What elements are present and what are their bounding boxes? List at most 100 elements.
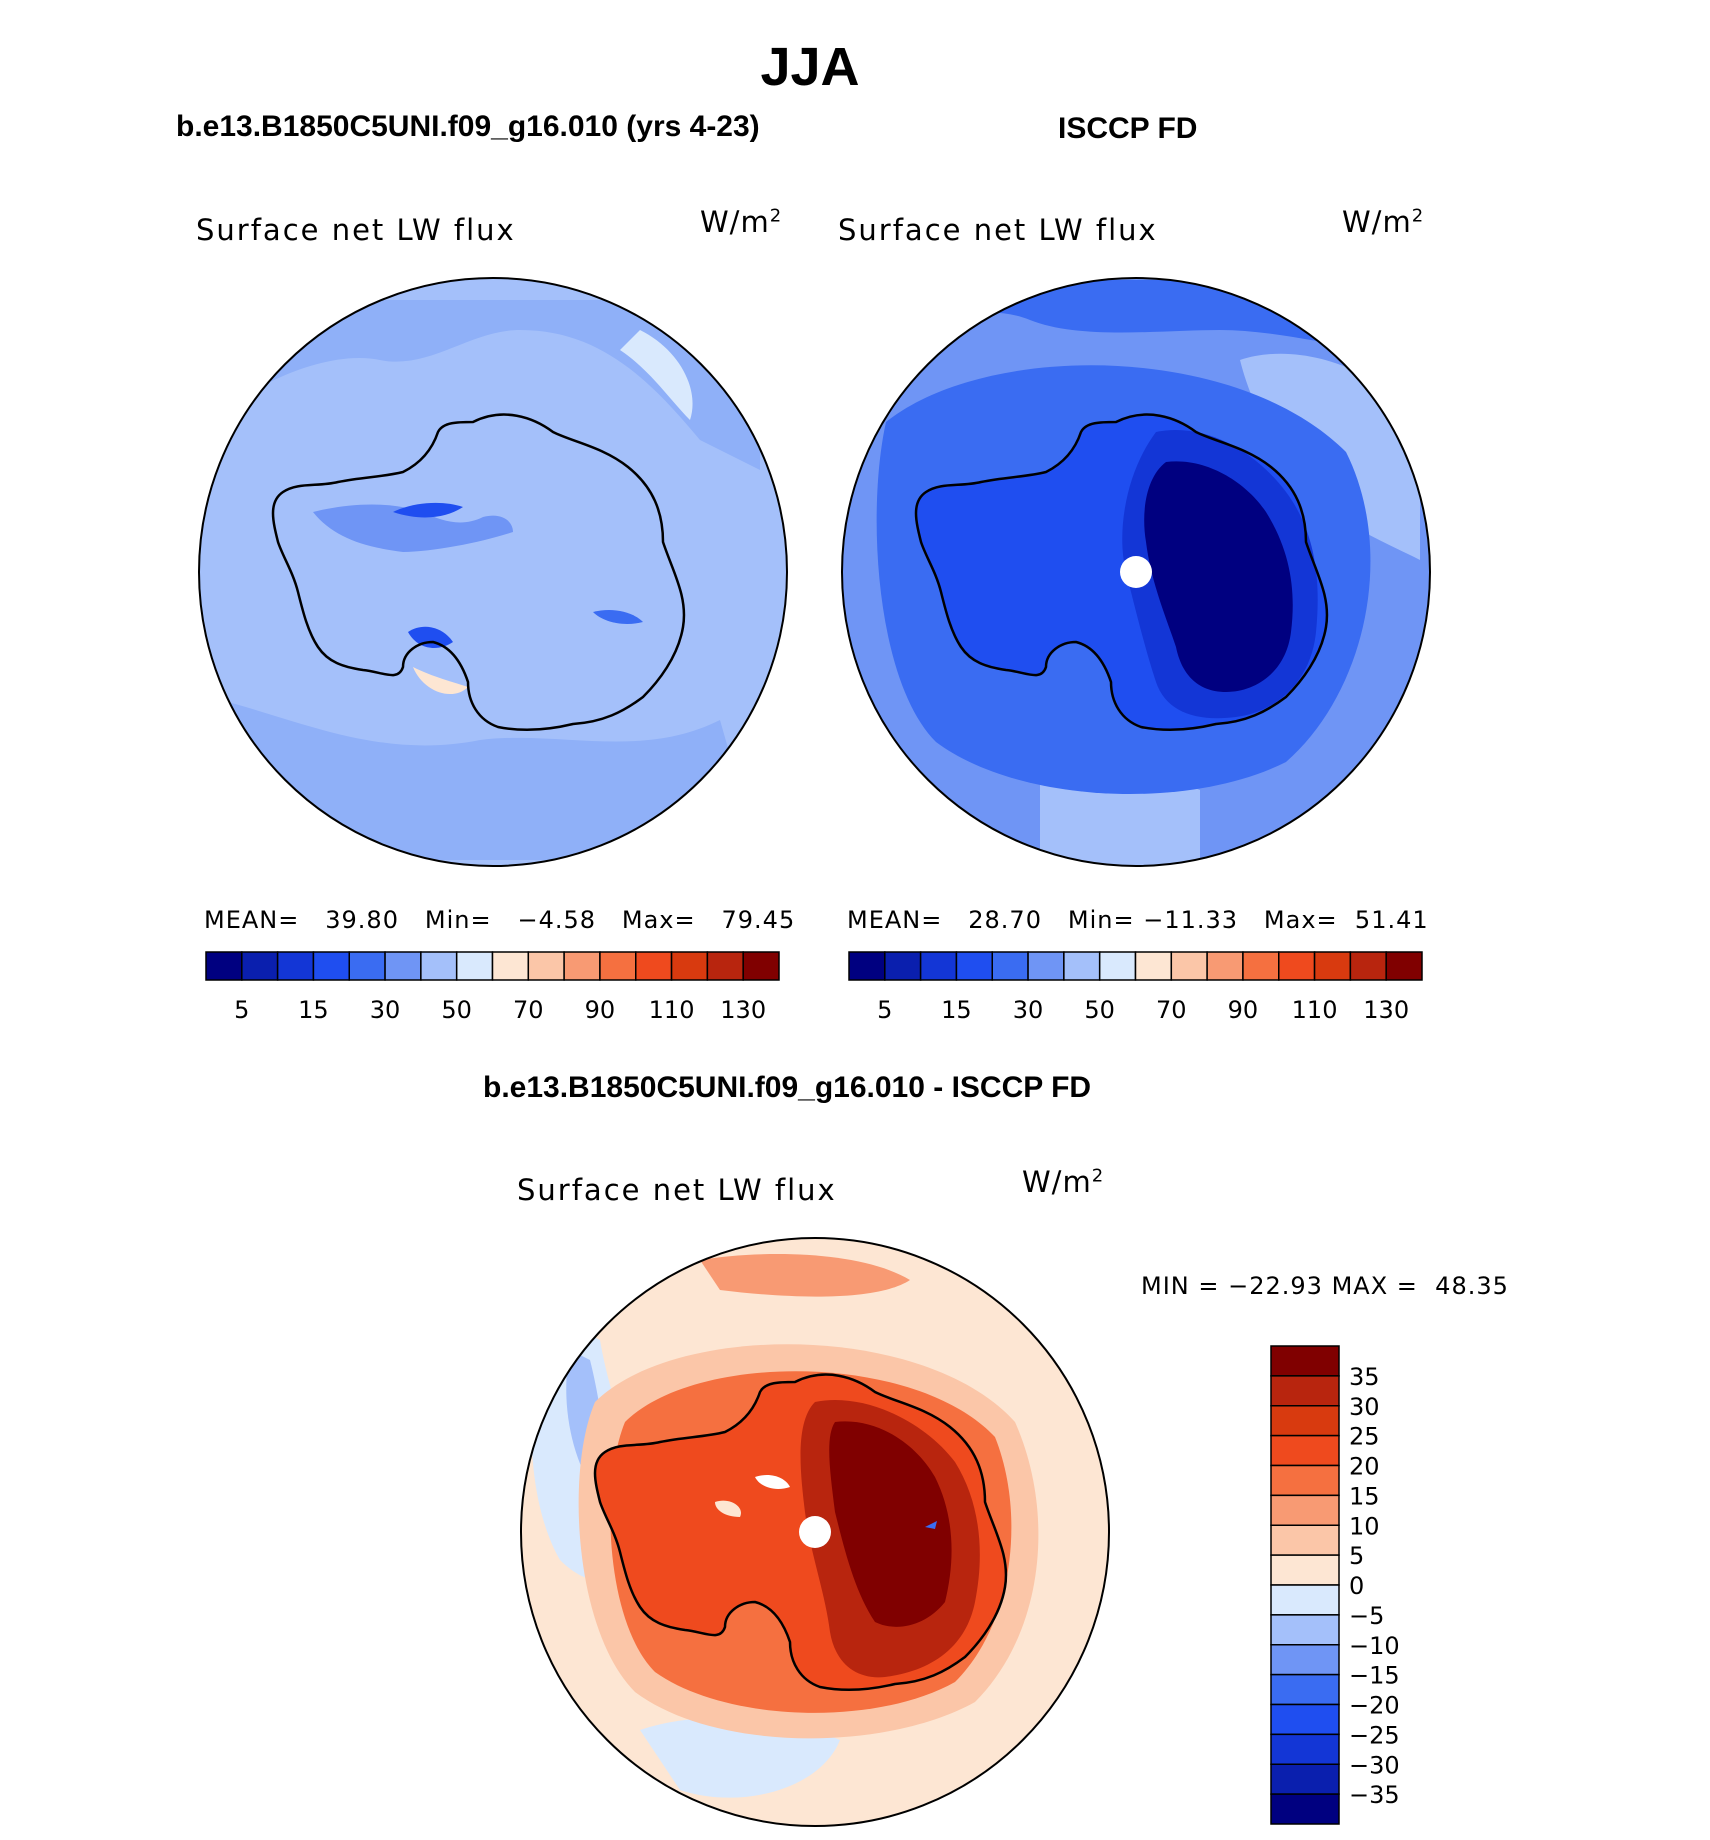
diff-colorbar-box xyxy=(1270,1733,1340,1765)
obs-colorbar-tick-label: 70 xyxy=(1156,996,1187,1024)
obs-colorbar-tick-label: 15 xyxy=(941,996,972,1024)
model-colorbar-box xyxy=(348,951,386,981)
diff-variable-name: Surface net LW flux xyxy=(517,1173,837,1207)
obs-colorbar-box xyxy=(1242,951,1280,981)
diff-units-base: W/m xyxy=(1022,1165,1092,1199)
diff-colorbar-tick-label: 35 xyxy=(1349,1363,1380,1391)
diff-colorbar-box xyxy=(1270,1405,1340,1437)
diff-units-exponent: 2 xyxy=(1091,1165,1105,1187)
diff-map xyxy=(520,1237,1110,1827)
obs-colorbar-box xyxy=(848,951,886,981)
model-colorbar-box xyxy=(563,951,601,981)
obs-colorbar-box xyxy=(991,951,1029,981)
obs-colorbar-box xyxy=(1206,951,1244,981)
model-panel-heading: b.e13.B1850C5UNI.f09_g16.010 (yrs 4-23) xyxy=(176,110,760,143)
model-ocean-band xyxy=(200,300,760,470)
model-units: W/m2 xyxy=(700,205,782,239)
model-east-streak xyxy=(593,610,643,624)
diff-min-label: MIN = xyxy=(1141,1272,1220,1300)
diff-colorbar-box xyxy=(1270,1584,1340,1616)
model-colorbar-tick-label: 130 xyxy=(720,996,766,1024)
diff-map-border xyxy=(520,1237,1110,1827)
diff-colorbar-tick-label: 30 xyxy=(1349,1393,1380,1421)
diff-colorbar-box xyxy=(1270,1434,1340,1467)
diff-colorbar-box xyxy=(1270,1614,1340,1646)
model-colorbar-box xyxy=(527,951,565,981)
diff-colorbar-box xyxy=(1270,1703,1340,1736)
diff-min-value: −22.93 xyxy=(1228,1272,1323,1300)
diff-colorbar-box xyxy=(1270,1494,1340,1526)
obs-units-base: W/m xyxy=(1342,205,1412,239)
diff-colorbar-box xyxy=(1270,1524,1340,1556)
diff-colorbar-tick-label: 25 xyxy=(1349,1423,1380,1451)
obs-colorbar-box xyxy=(884,951,922,981)
obs-colorbar-box xyxy=(1349,951,1387,981)
figure-title: JJA xyxy=(760,37,860,97)
model-ross-core xyxy=(408,626,453,648)
obs-colorbar-box xyxy=(1027,951,1065,981)
obs-colorbar-tick-label: 130 xyxy=(1363,996,1409,1024)
obs-colorbar-tick-label: 5 xyxy=(877,996,892,1024)
obs-colorbar-box xyxy=(919,951,958,981)
obs-map xyxy=(841,277,1431,867)
obs-south-light xyxy=(1040,773,1200,866)
model-colorbar: 5 15 30 50 70 90 110 130 xyxy=(205,951,780,1024)
model-mean-value: 39.80 xyxy=(325,906,399,934)
model-colorbar-box xyxy=(384,951,422,981)
model-colorbar-box xyxy=(276,951,315,981)
model-colorbar-box xyxy=(599,951,637,981)
model-colorbar-tick-label: 15 xyxy=(298,996,329,1024)
diff-colorbar-tick-label: −10 xyxy=(1349,1632,1400,1660)
diff-blue-spot xyxy=(925,1521,937,1529)
diff-colorbar-tick-label: 0 xyxy=(1349,1572,1364,1600)
model-dark-core xyxy=(393,502,463,518)
diff-max-label: MAX = xyxy=(1331,1272,1418,1300)
model-units-exponent: 2 xyxy=(769,205,783,227)
obs-colorbar-tick-label: 30 xyxy=(1013,996,1044,1024)
obs-colorbar-tick-label: 110 xyxy=(1292,996,1338,1024)
diff-max-value: 48.35 xyxy=(1435,1272,1509,1300)
diff-colorbar-box xyxy=(1270,1464,1340,1497)
obs-colorbar-box xyxy=(1278,951,1316,981)
diff-colorbar-box xyxy=(1270,1375,1340,1407)
obs-colorbar-box xyxy=(955,951,993,981)
model-colorbar-tick-label: 30 xyxy=(370,996,401,1024)
model-ross-shelf-warm xyxy=(413,667,468,695)
obs-colorbar-tick-label: 50 xyxy=(1084,996,1115,1024)
diff-colorbar-tick-label: 5 xyxy=(1349,1542,1364,1570)
obs-units-exponent: 2 xyxy=(1411,205,1425,227)
obs-colorbar-box xyxy=(1170,951,1208,981)
diff-colorbar-tick-label: −25 xyxy=(1349,1721,1400,1749)
obs-colorbar-box xyxy=(1385,951,1423,981)
obs-mean-value: 28.70 xyxy=(968,906,1042,934)
obs-colorbar-box xyxy=(1063,951,1101,981)
obs-colorbar-box xyxy=(1098,951,1137,981)
model-colorbar-tick-label: 90 xyxy=(585,996,616,1024)
model-min-value: −4.58 xyxy=(517,906,596,934)
model-colorbar-tick-label: 5 xyxy=(234,996,249,1024)
model-west-antarctic-low xyxy=(313,504,513,552)
model-ocean-band-south xyxy=(220,700,760,860)
model-colorbar-box xyxy=(205,951,243,981)
model-max-label: Max= xyxy=(621,906,696,934)
diff-west-white xyxy=(755,1475,790,1489)
diff-colorbar-tick-label: −20 xyxy=(1349,1692,1400,1720)
model-stats: MEAN= 39.80 Min= −4.58 Max= 79.45 xyxy=(204,906,795,934)
model-light-streak xyxy=(620,330,693,420)
model-colorbar-box xyxy=(706,951,744,981)
diff-plateau-core xyxy=(829,1421,952,1627)
model-colorbar-box xyxy=(635,951,673,981)
obs-colorbar: 5 15 30 50 70 90 110 130 xyxy=(848,951,1423,1024)
model-colorbar-tick-label: 70 xyxy=(513,996,544,1024)
model-mean-label: MEAN= xyxy=(204,906,300,934)
model-colorbar-box xyxy=(742,951,780,981)
diff-units: W/m2 xyxy=(1022,1165,1104,1199)
model-colorbar-box xyxy=(491,951,530,981)
diff-colorbar-tick-label: −15 xyxy=(1349,1662,1400,1690)
model-map-border xyxy=(198,277,788,867)
diff-colorbar-box xyxy=(1270,1763,1340,1795)
diff-colorbar-tick-label: 10 xyxy=(1349,1512,1380,1540)
diff-colorbar-tick-label: 20 xyxy=(1349,1453,1380,1481)
